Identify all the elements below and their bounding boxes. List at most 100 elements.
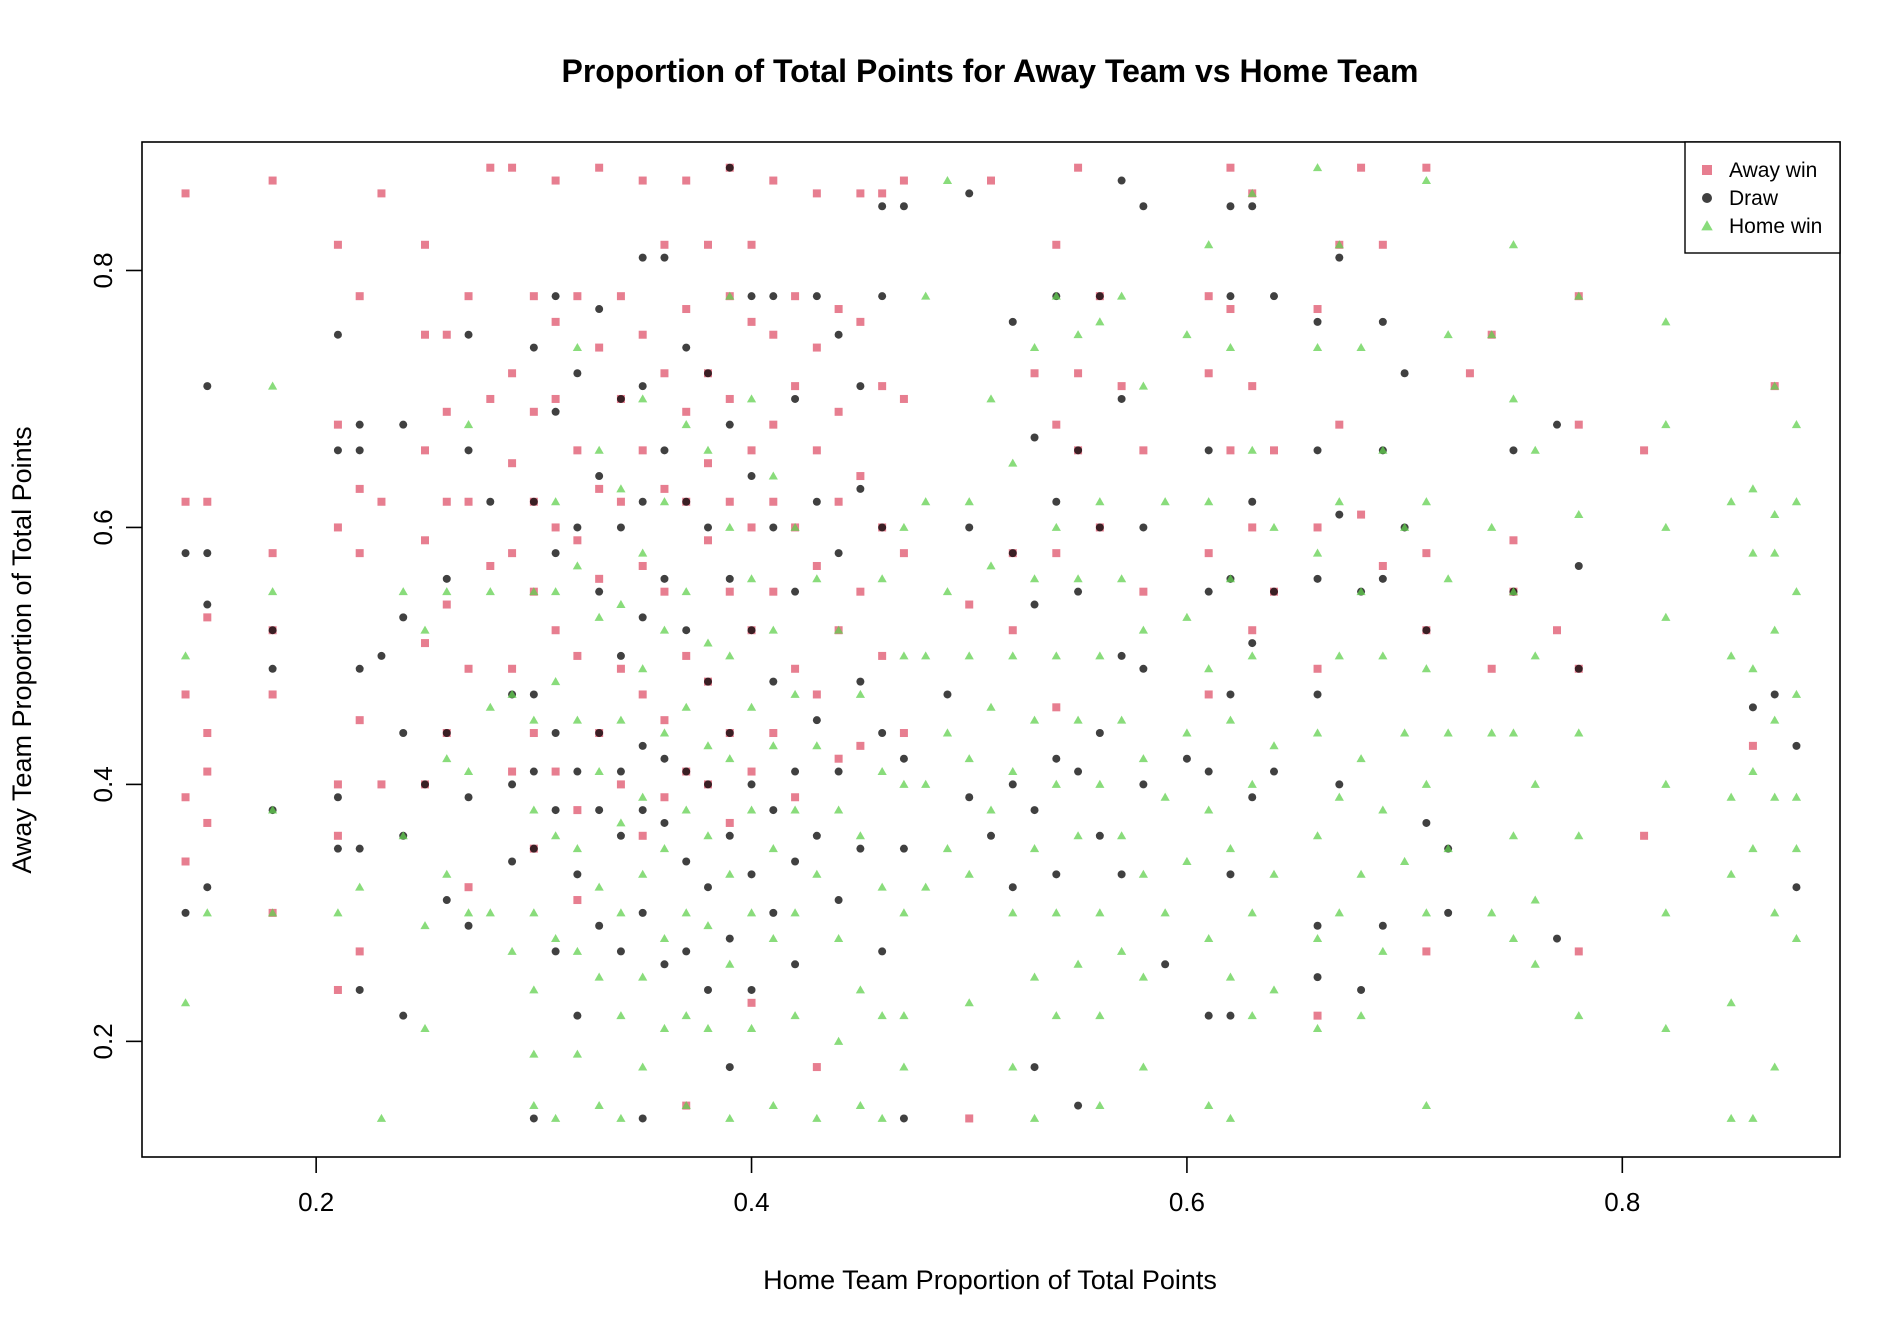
home-win-point [1574, 831, 1584, 840]
home-win-point [768, 1101, 778, 1110]
home-win-point [964, 754, 974, 763]
home-win-point [1269, 985, 1279, 994]
away-win-point [203, 818, 212, 827]
home-win-point [921, 882, 931, 891]
draw-point [355, 420, 364, 429]
draw-point [203, 549, 212, 558]
away-win-point [442, 330, 451, 339]
home-win-point [616, 1113, 626, 1122]
away-win-point [203, 613, 212, 622]
away-win-point [1139, 587, 1148, 596]
home-win-point [529, 908, 539, 917]
away-win-point [725, 587, 734, 596]
draw-point [965, 793, 974, 802]
draw-point [812, 497, 821, 506]
home-win-point [1443, 728, 1453, 737]
home-win-point [1334, 651, 1344, 660]
draw-point [1313, 973, 1322, 982]
away-win-point [442, 497, 451, 506]
home-win-point [616, 818, 626, 827]
home-win-point [1378, 946, 1388, 955]
home-win-point [1269, 741, 1279, 750]
home-win-point [1051, 291, 1061, 300]
draw-point [203, 883, 212, 892]
draw-point [551, 729, 560, 738]
home-win-point [268, 805, 278, 814]
away-win-point [595, 163, 604, 172]
home-win-point [1661, 908, 1671, 917]
home-win-point [1138, 869, 1148, 878]
draw-point [616, 394, 625, 403]
draw-point [791, 857, 800, 866]
away-win-point [355, 484, 364, 493]
away-win-point [834, 497, 843, 506]
draw-point [1074, 767, 1083, 776]
draw-point [464, 793, 473, 802]
draw-point [442, 896, 451, 905]
draw-point [1335, 253, 1344, 262]
away-win-point [1204, 292, 1213, 301]
draw-point [747, 626, 756, 635]
draw-point [464, 330, 473, 339]
draw-point [203, 600, 212, 609]
away-win-point [638, 690, 647, 699]
x-tick-label: 0.2 [298, 1187, 334, 1217]
draw-point [747, 870, 756, 879]
away-win-point [747, 767, 756, 776]
home-win-point [1421, 779, 1431, 788]
away-win-point [1378, 240, 1387, 249]
home-win-point [594, 882, 604, 891]
away-win-point [551, 317, 560, 326]
home-win-point [1400, 522, 1410, 531]
draw-point [551, 806, 560, 815]
home-win-point [333, 908, 343, 917]
draw-point [1052, 497, 1061, 506]
draw-point [638, 497, 647, 506]
home-win-point [1770, 792, 1780, 801]
home-win-point [703, 638, 713, 647]
home-win-point [1073, 715, 1083, 724]
x-tick-label: 0.4 [733, 1187, 769, 1217]
home-win-point [1073, 574, 1083, 583]
home-win-point [1530, 959, 1540, 968]
home-win-point [529, 1049, 539, 1058]
home-win-point [1204, 240, 1214, 249]
draw-point [1444, 908, 1453, 917]
away-win-point [878, 382, 887, 391]
draw-point [399, 729, 408, 738]
draw-point [333, 844, 342, 853]
home-win-point [855, 985, 865, 994]
home-win-point [1051, 779, 1061, 788]
draw-point [595, 729, 604, 738]
draw-point [1095, 523, 1104, 532]
away-win-point [638, 176, 647, 185]
draw-point [1270, 767, 1278, 776]
draw-point [1117, 176, 1126, 185]
home-win-point [681, 805, 691, 814]
home-win-point [746, 702, 757, 711]
home-win-point [1356, 1011, 1366, 1020]
draw-point [769, 523, 778, 532]
draw-point [1008, 780, 1017, 789]
home-win-point [812, 574, 822, 583]
away-win-point [421, 536, 429, 545]
draw-point [769, 806, 778, 815]
legend-label: Home win [1729, 215, 1822, 238]
draw-point [529, 844, 538, 853]
home-win-point [1312, 548, 1323, 557]
home-win-point [529, 1101, 539, 1110]
draw-point [203, 382, 212, 391]
home-win-point [899, 522, 909, 531]
away-win-point [834, 305, 843, 314]
away-win-point [965, 600, 974, 609]
home-win-point [202, 908, 212, 917]
away-win-point [573, 446, 582, 455]
away-win-point [856, 587, 865, 596]
away-win-point [508, 459, 517, 468]
home-win-point [616, 599, 626, 608]
draw-point [660, 818, 669, 827]
draw-point [834, 330, 843, 339]
away-win-point [812, 189, 821, 198]
home-win-point [1421, 175, 1431, 184]
draw-point [1553, 934, 1561, 943]
